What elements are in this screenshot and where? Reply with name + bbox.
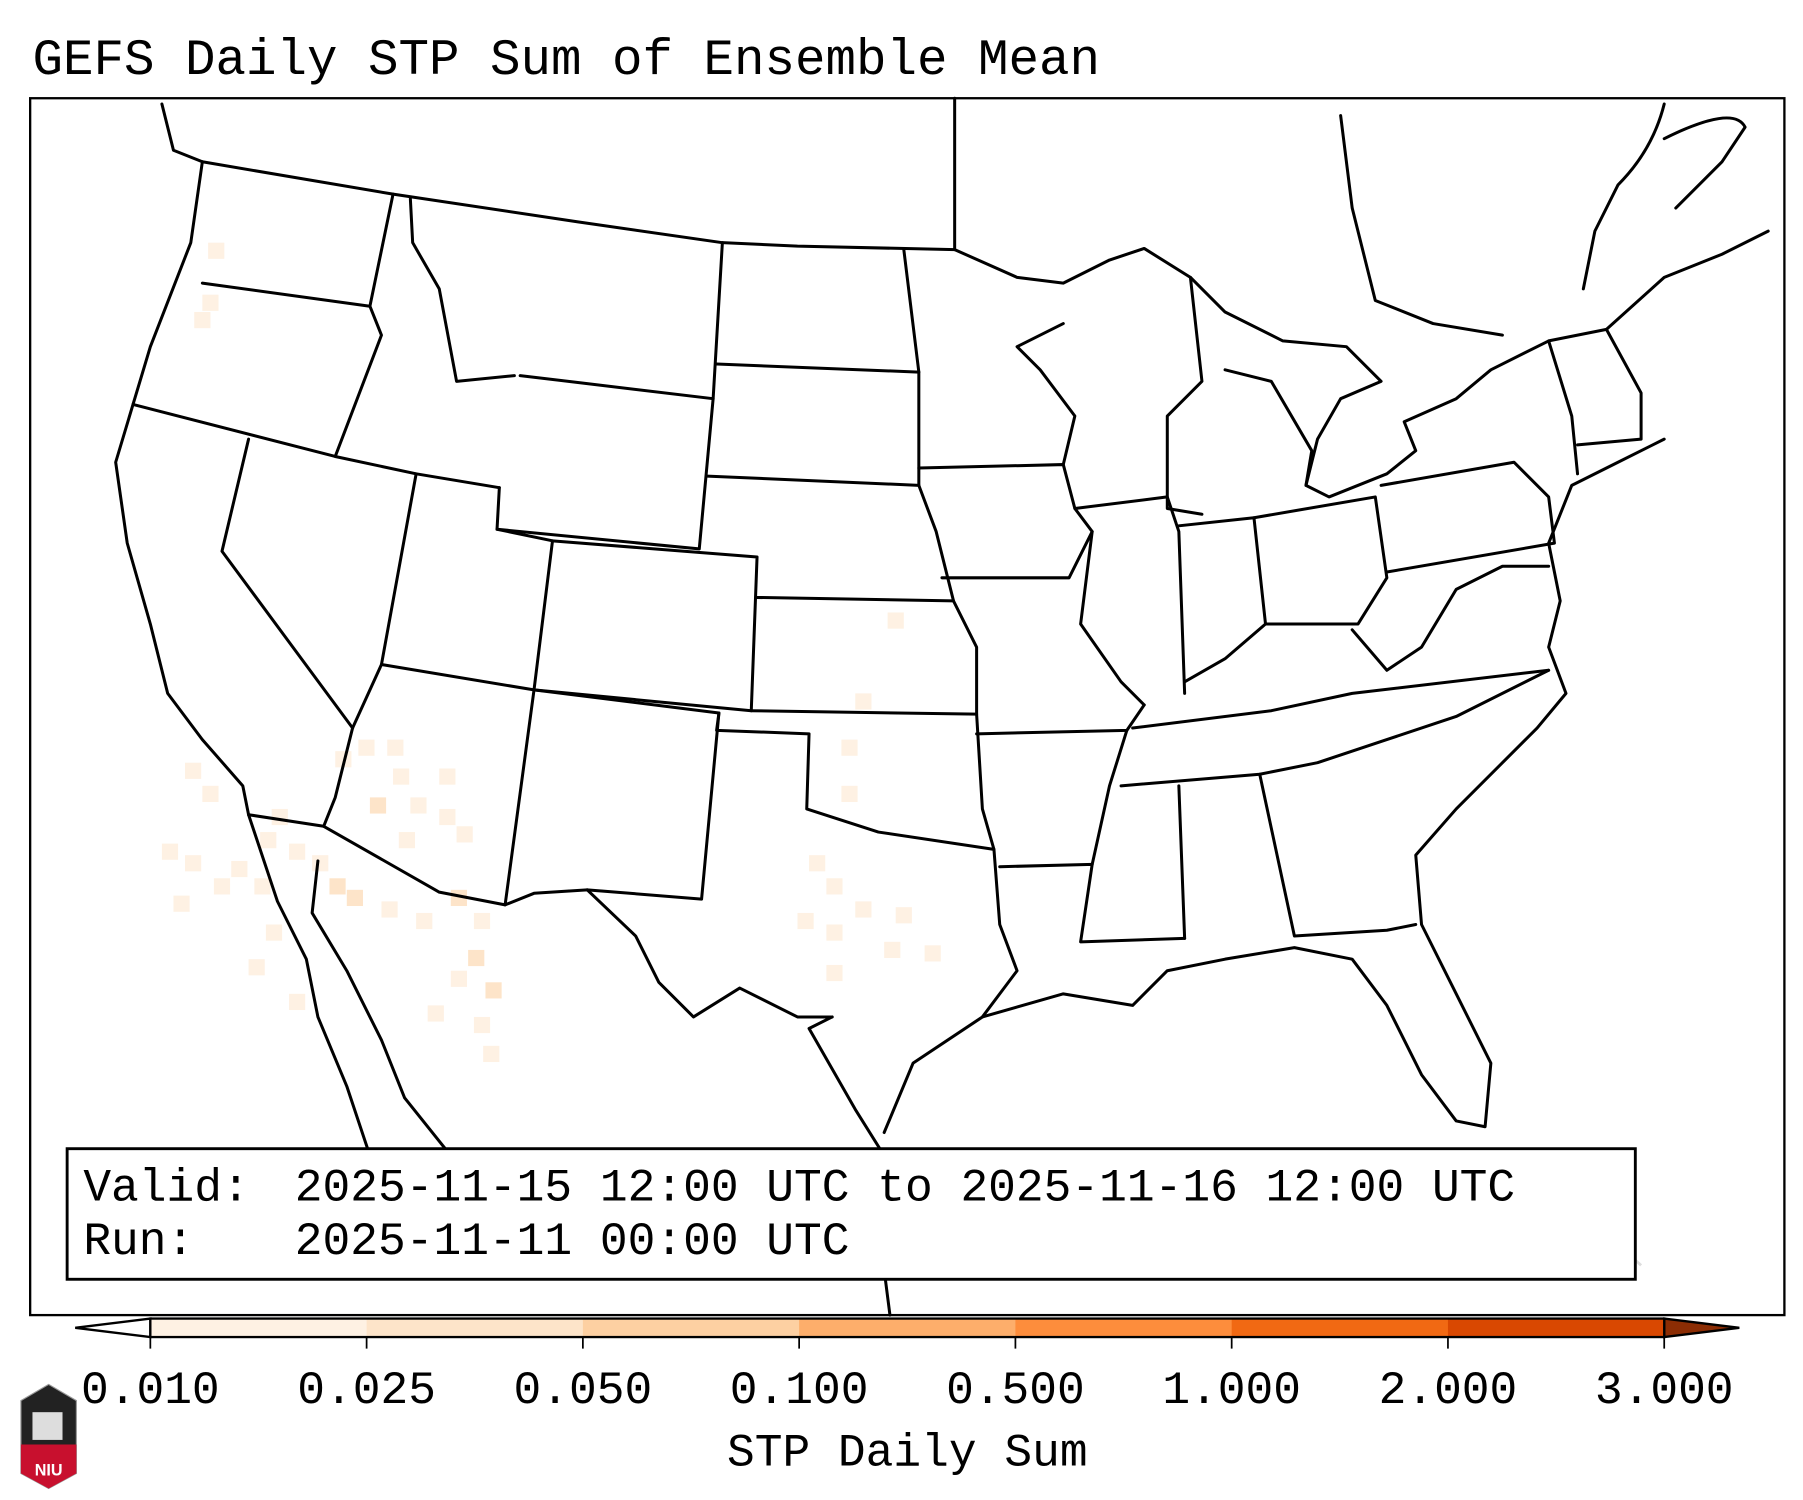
colorbar-under-triangle (75, 1317, 152, 1339)
stp-cell (173, 895, 190, 912)
colorbar-segment (1447, 1318, 1665, 1338)
stp-cell (427, 1005, 444, 1022)
stp-cell (841, 785, 858, 803)
colorbar-segment (582, 1318, 800, 1338)
colorbar-tick-label: 1.000 (1162, 1365, 1301, 1417)
colorbar-tick-label: 3.000 (1595, 1365, 1734, 1417)
run-label: Run: (83, 1216, 194, 1268)
colorbar-tick-label: 0.010 (81, 1365, 220, 1417)
stp-cell (248, 959, 265, 976)
colorbar-segment (366, 1318, 584, 1338)
stp-cell (194, 312, 211, 329)
colorbar-tick-label: 0.100 (730, 1365, 869, 1417)
stp-cell (473, 1016, 491, 1034)
niu-logo: NIU (20, 1383, 77, 1490)
colorbar-segment (1015, 1318, 1233, 1338)
run-value: 2025-11-11 00:00 UTC (295, 1216, 850, 1268)
stp-cell (202, 785, 219, 803)
stp-cell (369, 797, 387, 814)
stp-cell (483, 1045, 500, 1063)
stp-cell (855, 693, 872, 710)
map-title: GEFS Daily STP Sum of Ensemble Mean (32, 33, 1100, 90)
stp-cell (254, 878, 271, 895)
stp-cell (924, 945, 941, 962)
stp-cell (826, 924, 843, 941)
stp-cell (213, 878, 231, 895)
valid-label: Valid: (83, 1163, 249, 1215)
stp-cell (450, 970, 467, 987)
stp-field (161, 242, 941, 1063)
stp-cell (485, 982, 502, 999)
stp-cell (381, 901, 398, 918)
stp-cell (473, 912, 491, 930)
colorbar: 0.010 0.025 0.050 0.100 0.500 1.000 2.000 3.000 (75, 1317, 1740, 1417)
stp-cell (271, 808, 288, 826)
stp-cell (387, 739, 404, 756)
stp-cell (289, 843, 306, 860)
logo-text: NIU (35, 1462, 63, 1480)
colorbar-over-triangle (1663, 1317, 1740, 1339)
stp-cell (410, 797, 427, 814)
stp-cell (393, 768, 410, 785)
stp-cell (161, 843, 179, 860)
stp-cell (185, 762, 202, 779)
map-panel (29, 96, 1786, 1317)
colorbar-tick-label: 0.025 (297, 1365, 436, 1417)
stp-cell (826, 964, 843, 982)
stp-cell (346, 889, 363, 907)
stp-cell (841, 739, 858, 756)
stp-cell (231, 860, 248, 878)
stp-cell (826, 878, 843, 895)
stp-cell (312, 855, 329, 872)
stp-cell (855, 901, 872, 918)
stp-cell (895, 907, 912, 924)
stp-cell (398, 832, 415, 849)
state-boundaries (114, 96, 1770, 1317)
stp-cell (260, 832, 277, 849)
stp-cell (265, 924, 283, 941)
stp-cell (358, 739, 375, 756)
stp-cell (208, 242, 225, 259)
valid-run-box: Valid: 2025-11-15 12:00 UTC to 2025-11-1… (65, 1147, 1637, 1281)
colorbar-label: STP Daily Sum (727, 1427, 1088, 1479)
stp-cell (439, 808, 456, 826)
colorbar-tick-label: 0.050 (514, 1365, 653, 1417)
stp-cell (884, 941, 901, 959)
stp-cell (456, 826, 473, 843)
stp-cell (289, 993, 306, 1011)
stp-cell (439, 768, 456, 785)
stp-cell (887, 612, 904, 629)
stp-cell (202, 294, 219, 311)
stp-cell (329, 878, 346, 895)
colorbar-tick-label: 2.000 (1379, 1365, 1518, 1417)
colorbar-segment (799, 1318, 1016, 1338)
stp-cell (416, 912, 433, 930)
stp-cell (185, 855, 202, 872)
valid-value: 2025-11-15 12:00 UTC to 2025-11-16 12:00… (295, 1163, 1515, 1215)
colorbar-segment (150, 1318, 368, 1338)
colorbar-outline (149, 1317, 1666, 1339)
stp-cell (809, 855, 826, 872)
stp-cell (468, 949, 485, 967)
stp-cell (797, 912, 814, 930)
colorbar-tick-label: 0.500 (946, 1365, 1085, 1417)
colorbar-segment (1231, 1318, 1449, 1338)
